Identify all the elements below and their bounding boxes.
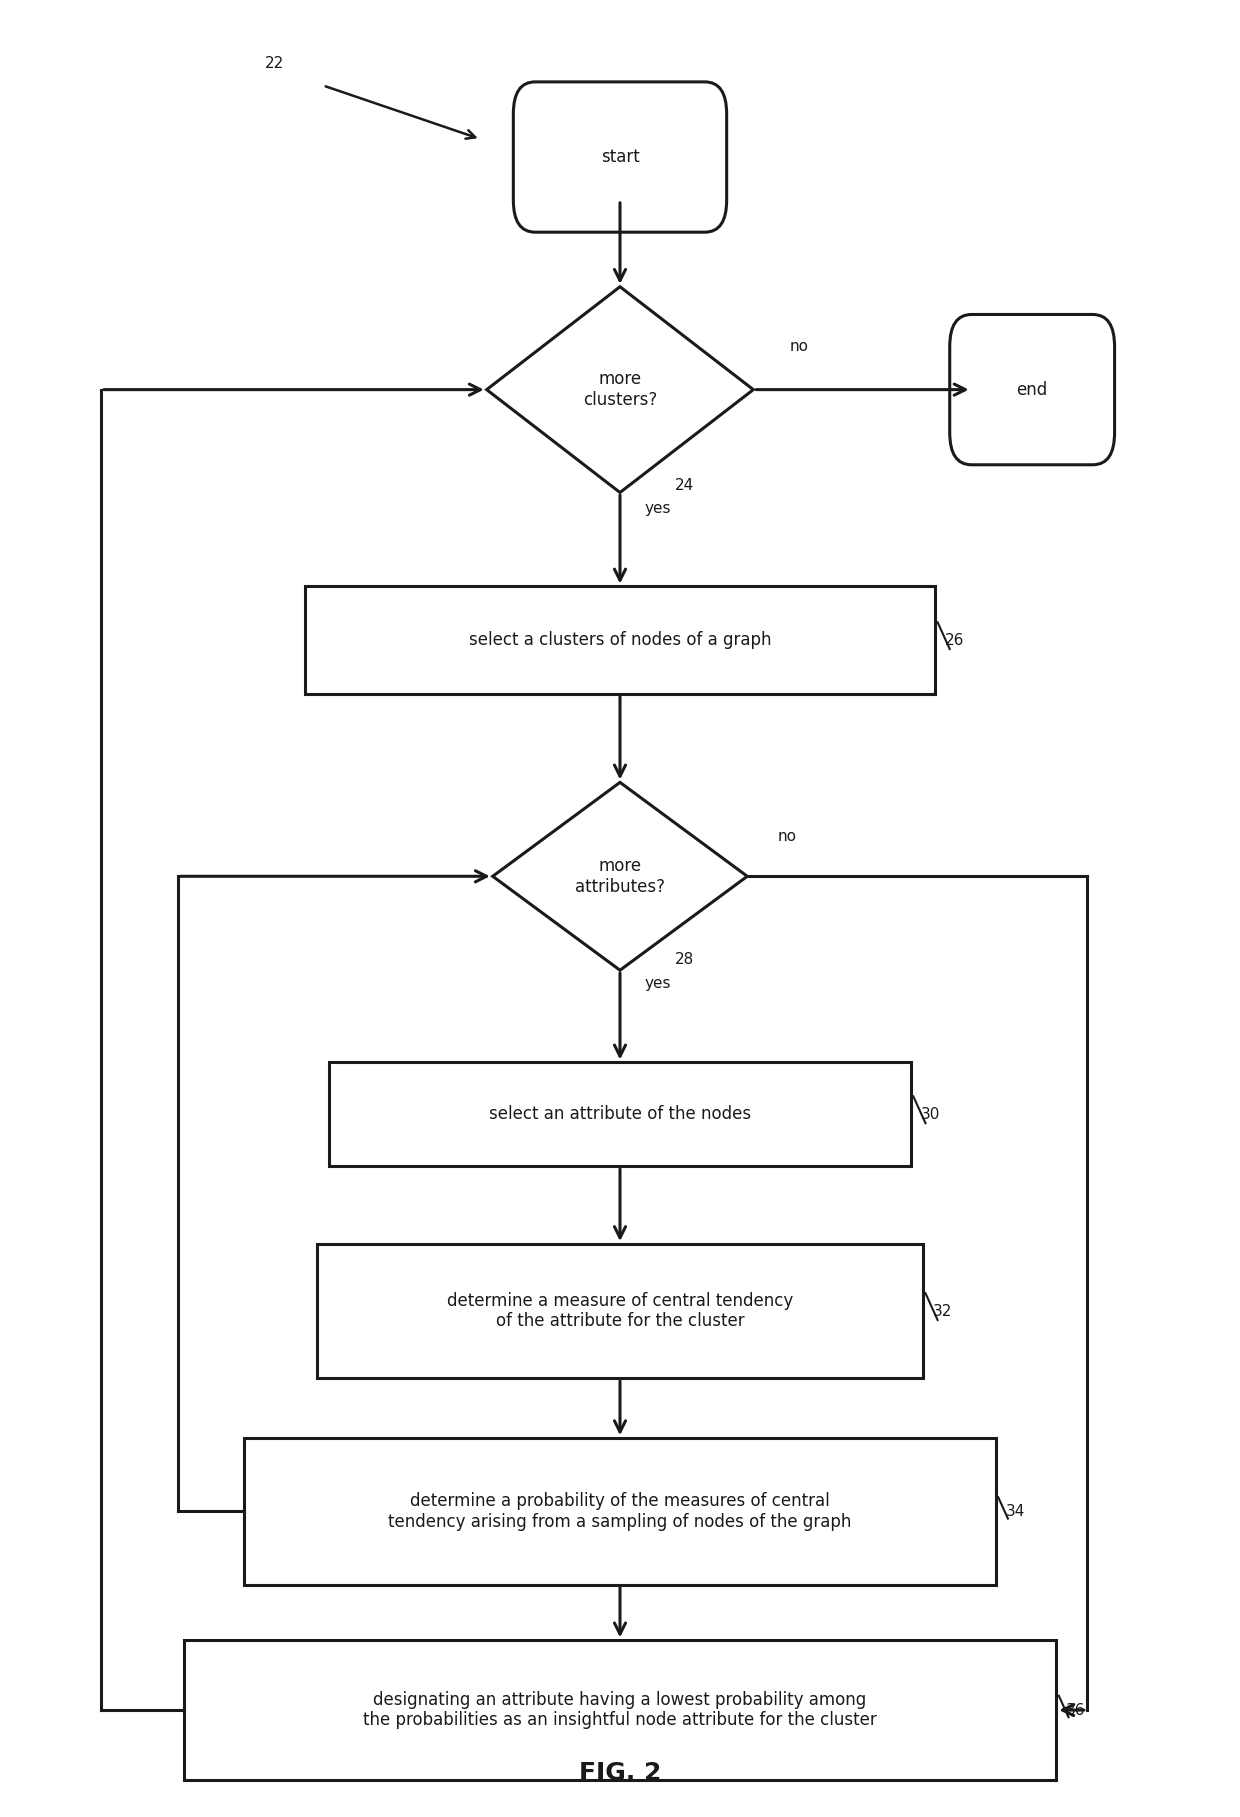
Text: 30: 30 bbox=[920, 1107, 940, 1121]
Text: no: no bbox=[790, 338, 808, 354]
Polygon shape bbox=[492, 783, 748, 970]
Bar bbox=[305, 587, 935, 694]
Bar bbox=[317, 1245, 923, 1377]
Text: no: no bbox=[777, 829, 796, 845]
Bar bbox=[329, 1063, 911, 1167]
Bar bbox=[244, 1437, 996, 1584]
Text: determine a probability of the measures of central
tendency arising from a sampl: determine a probability of the measures … bbox=[388, 1492, 852, 1532]
Text: 32: 32 bbox=[932, 1303, 952, 1319]
Text: 34: 34 bbox=[1006, 1504, 1025, 1519]
Text: select a clusters of nodes of a graph: select a clusters of nodes of a graph bbox=[469, 630, 771, 649]
Text: yes: yes bbox=[645, 976, 671, 990]
Text: 26: 26 bbox=[945, 632, 965, 647]
Polygon shape bbox=[486, 287, 754, 492]
Text: 28: 28 bbox=[675, 952, 694, 967]
Text: more
clusters?: more clusters? bbox=[583, 371, 657, 409]
Text: end: end bbox=[1017, 380, 1048, 398]
Text: 24: 24 bbox=[675, 478, 694, 492]
Text: yes: yes bbox=[645, 501, 671, 516]
Text: start: start bbox=[600, 147, 640, 165]
Text: select an attribute of the nodes: select an attribute of the nodes bbox=[489, 1105, 751, 1123]
Text: FIG. 2: FIG. 2 bbox=[579, 1761, 661, 1786]
Bar bbox=[184, 1641, 1056, 1781]
Text: determine a measure of central tendency
of the attribute for the cluster: determine a measure of central tendency … bbox=[446, 1292, 794, 1330]
FancyBboxPatch shape bbox=[950, 314, 1115, 465]
Text: 22: 22 bbox=[265, 56, 284, 71]
Text: more
attributes?: more attributes? bbox=[575, 858, 665, 896]
FancyBboxPatch shape bbox=[513, 82, 727, 233]
Text: 36: 36 bbox=[1066, 1703, 1085, 1717]
Text: designating an attribute having a lowest probability among
the probabilities as : designating an attribute having a lowest… bbox=[363, 1690, 877, 1730]
